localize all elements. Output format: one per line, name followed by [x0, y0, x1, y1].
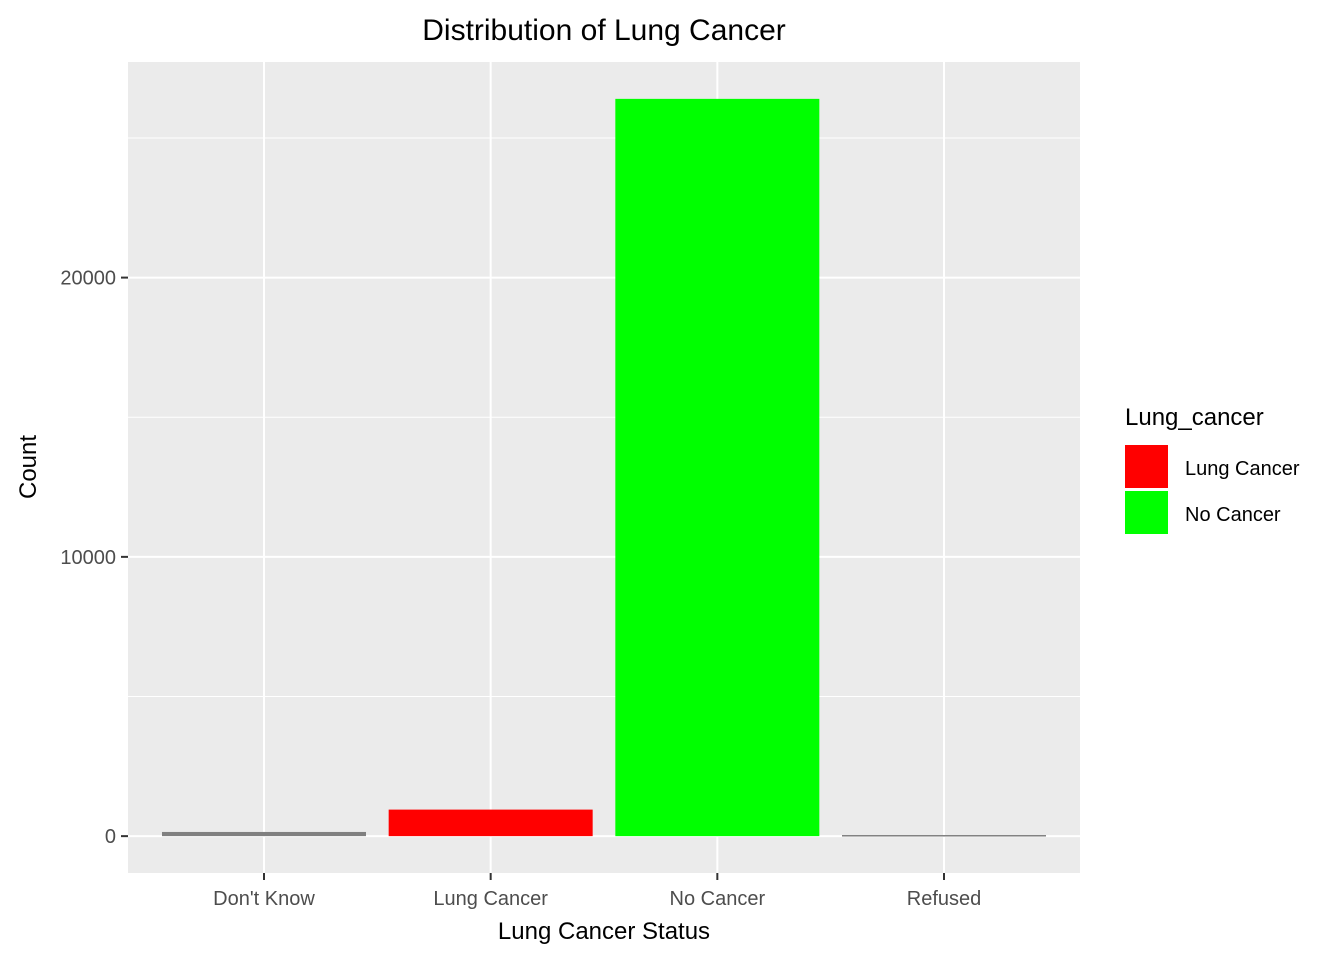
y-axis-ticks: 0 10000 20000 — [60, 268, 128, 848]
x-axis-ticks: Don't Know Lung Cancer No Cancer Refused — [213, 873, 981, 910]
x-tick-label: Lung Cancer — [433, 888, 548, 910]
legend-title: Lung_cancer — [1125, 404, 1264, 431]
bar — [615, 98, 820, 837]
y-tick-label: 0 — [105, 826, 116, 848]
bars — [162, 98, 1046, 837]
legend-swatch — [1125, 491, 1168, 534]
x-tick-label: Refused — [907, 888, 982, 910]
legend-label: Lung Cancer — [1185, 458, 1300, 480]
y-tick-label: 10000 — [60, 547, 116, 569]
chart-title: Distribution of Lung Cancer — [422, 14, 786, 47]
x-axis-title: Lung Cancer Status — [498, 918, 710, 945]
legend-swatch — [1125, 445, 1168, 488]
y-tick-label: 20000 — [60, 268, 116, 290]
minor-gridlines — [128, 137, 1080, 698]
x-tick-label: No Cancer — [670, 888, 766, 910]
plot-panel — [128, 62, 1080, 873]
bar — [162, 831, 366, 837]
legend: Lung Cancer No Cancer — [1125, 445, 1300, 534]
legend-label: No Cancer — [1185, 504, 1281, 526]
x-tick-label: Don't Know — [213, 888, 315, 910]
y-axis-title: Count — [15, 435, 42, 499]
bar — [388, 809, 593, 837]
bar — [842, 835, 1046, 837]
